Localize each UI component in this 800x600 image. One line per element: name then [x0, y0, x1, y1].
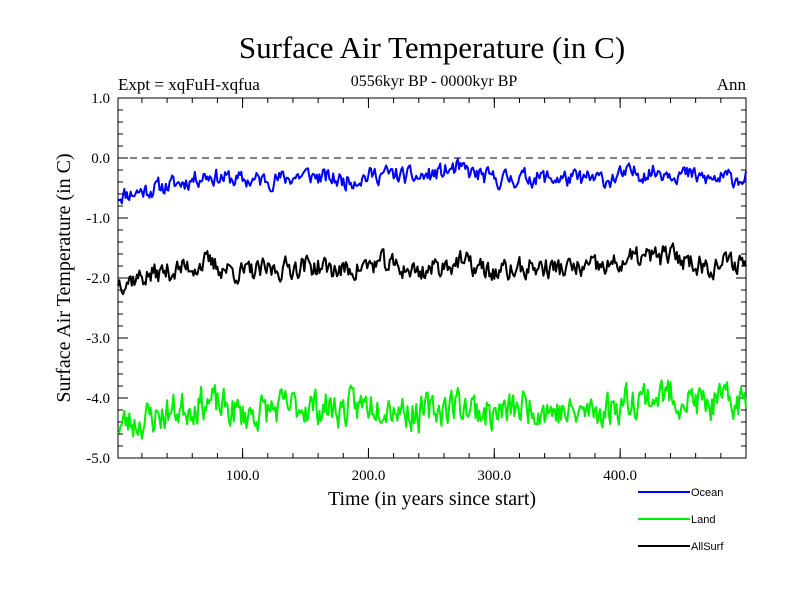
y-tick-label: -4.0: [86, 391, 110, 407]
series-line-land: [117, 379, 747, 440]
chart-subtitle: 0556kyr BP - 0000kyr BP: [351, 73, 518, 90]
x-axis-label: Time (in years since start): [328, 488, 536, 510]
y-tick-label: -5.0: [86, 451, 110, 467]
x-tick-label: 100.0: [226, 468, 260, 484]
chart-title: Surface Air Temperature (in C): [239, 30, 625, 65]
y-tick-label: -3.0: [86, 331, 110, 347]
x-tick-label: 300.0: [477, 468, 511, 484]
y-tick-label: -2.0: [86, 271, 110, 287]
series-lines: [117, 158, 747, 440]
y-axis-label: Surface Air Temperature (in C): [53, 153, 75, 402]
legend-label-land: Land: [691, 514, 715, 526]
season-label: Ann: [717, 75, 747, 94]
y-tick-label: 1.0: [91, 91, 110, 107]
y-tick-label: 0.0: [91, 151, 110, 167]
series-line-allsurf: [117, 242, 747, 296]
y-tick-label: -1.0: [86, 211, 110, 227]
x-tick-label: 200.0: [352, 468, 386, 484]
legend: Ocean Land AllSurf: [638, 487, 724, 553]
experiment-label: Expt = xqFuH-xqfua: [118, 75, 260, 94]
legend-label-ocean: Ocean: [691, 487, 723, 499]
series-line-ocean: [117, 158, 747, 205]
axis-ticks: 1.0 0.0 -1.0 -2.0 -3.0 -4.0 -5.0 100.0 200.0 300.…: [86, 91, 746, 484]
x-tick-label: 400.0: [603, 468, 637, 484]
legend-label-allsurf: AllSurf: [691, 541, 724, 553]
